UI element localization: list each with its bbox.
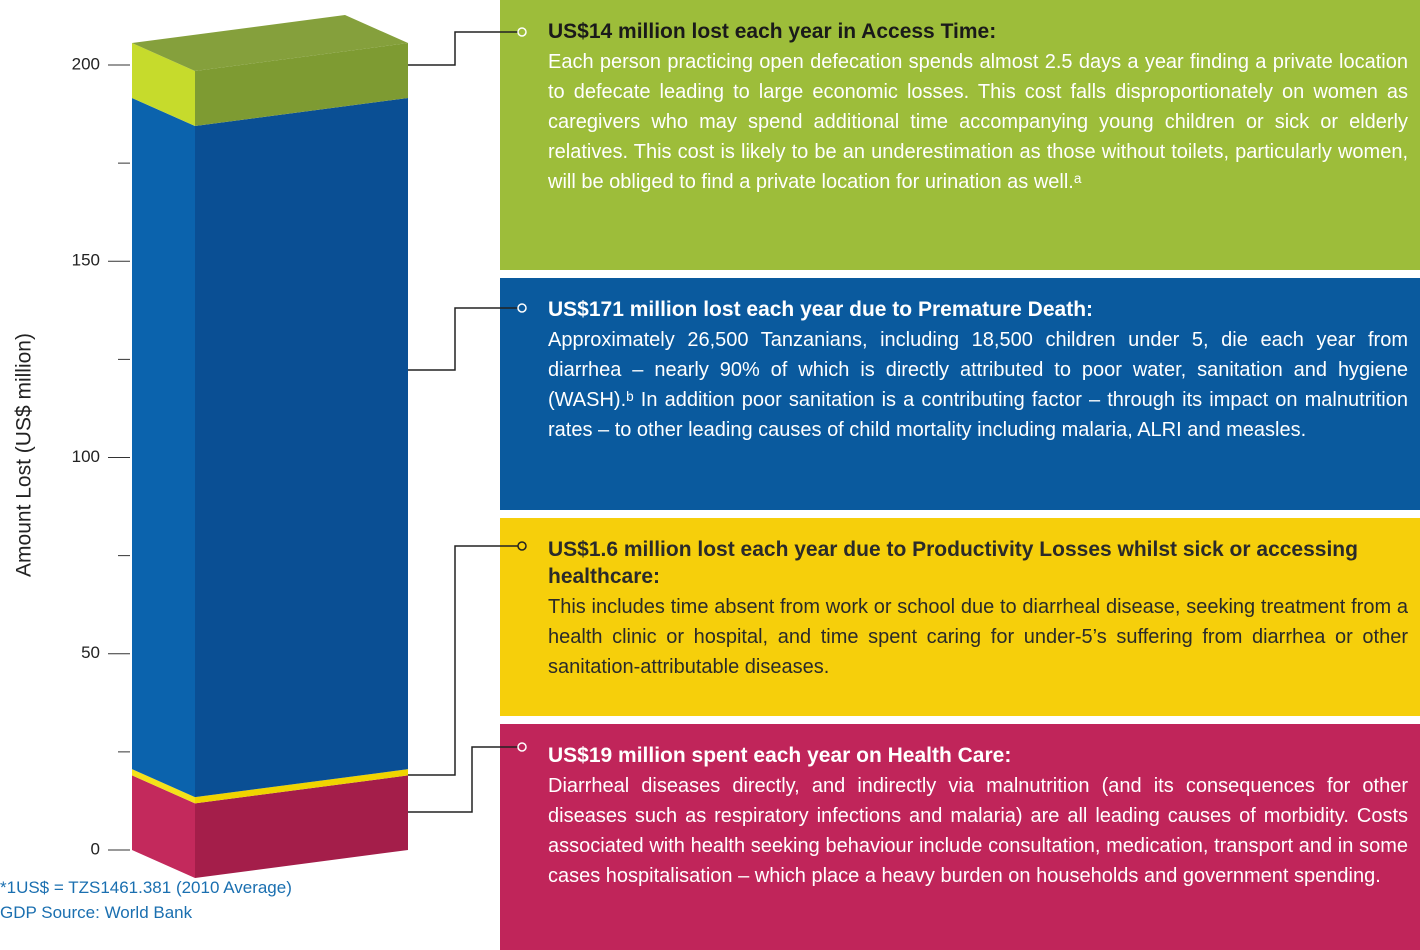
annotation-title: US$14 million lost each year in Access T… <box>548 20 997 43</box>
annotation-box: US$19 million spent each year on Health … <box>500 724 1420 950</box>
bar-segment-front <box>195 769 408 804</box>
y-tick-label: 0 <box>91 839 100 858</box>
bar-segment-front <box>195 775 408 878</box>
annotation-body: This includes time absent from work or s… <box>548 596 1408 678</box>
annotation-body: Each person practicing open defecation s… <box>548 51 1408 193</box>
bar-segment-front <box>195 97 408 798</box>
bar-segment-left <box>132 97 195 798</box>
bar-segment-left <box>132 769 195 804</box>
y-axis-label: Amount Lost (US$ million) <box>13 333 36 577</box>
bar-segment-front <box>195 43 408 126</box>
annotation-title: US$171 million lost each year due to Pre… <box>548 298 1094 321</box>
annotation-body: Approximately 26,500 Tanzanians, includi… <box>548 329 1408 441</box>
bar-segment-left <box>132 43 195 126</box>
annotation-box: US$14 million lost each year in Access T… <box>500 0 1420 270</box>
annotation-title: US$19 million spent each year on Health … <box>548 744 1012 767</box>
y-tick-label: 200 <box>72 54 100 73</box>
annotation-box: US$171 million lost each year due to Pre… <box>500 278 1420 510</box>
annotation-title: US$1.6 million lost each year due to Pro… <box>548 538 1358 588</box>
annotation-body: Diarrheal diseases directly, and indirec… <box>548 775 1408 887</box>
y-tick-label: 50 <box>81 643 100 662</box>
bar-top <box>132 15 408 72</box>
bar-segment-left <box>132 775 195 878</box>
y-tick-label: 150 <box>72 251 100 270</box>
annotation-box: US$1.6 million lost each year due to Pro… <box>500 518 1420 716</box>
footnote: GDP Source: World Bank <box>0 903 193 922</box>
footnote: *1US$ = TZS1461.381 (2010 Average) <box>0 878 292 897</box>
y-tick-label: 100 <box>72 447 100 466</box>
